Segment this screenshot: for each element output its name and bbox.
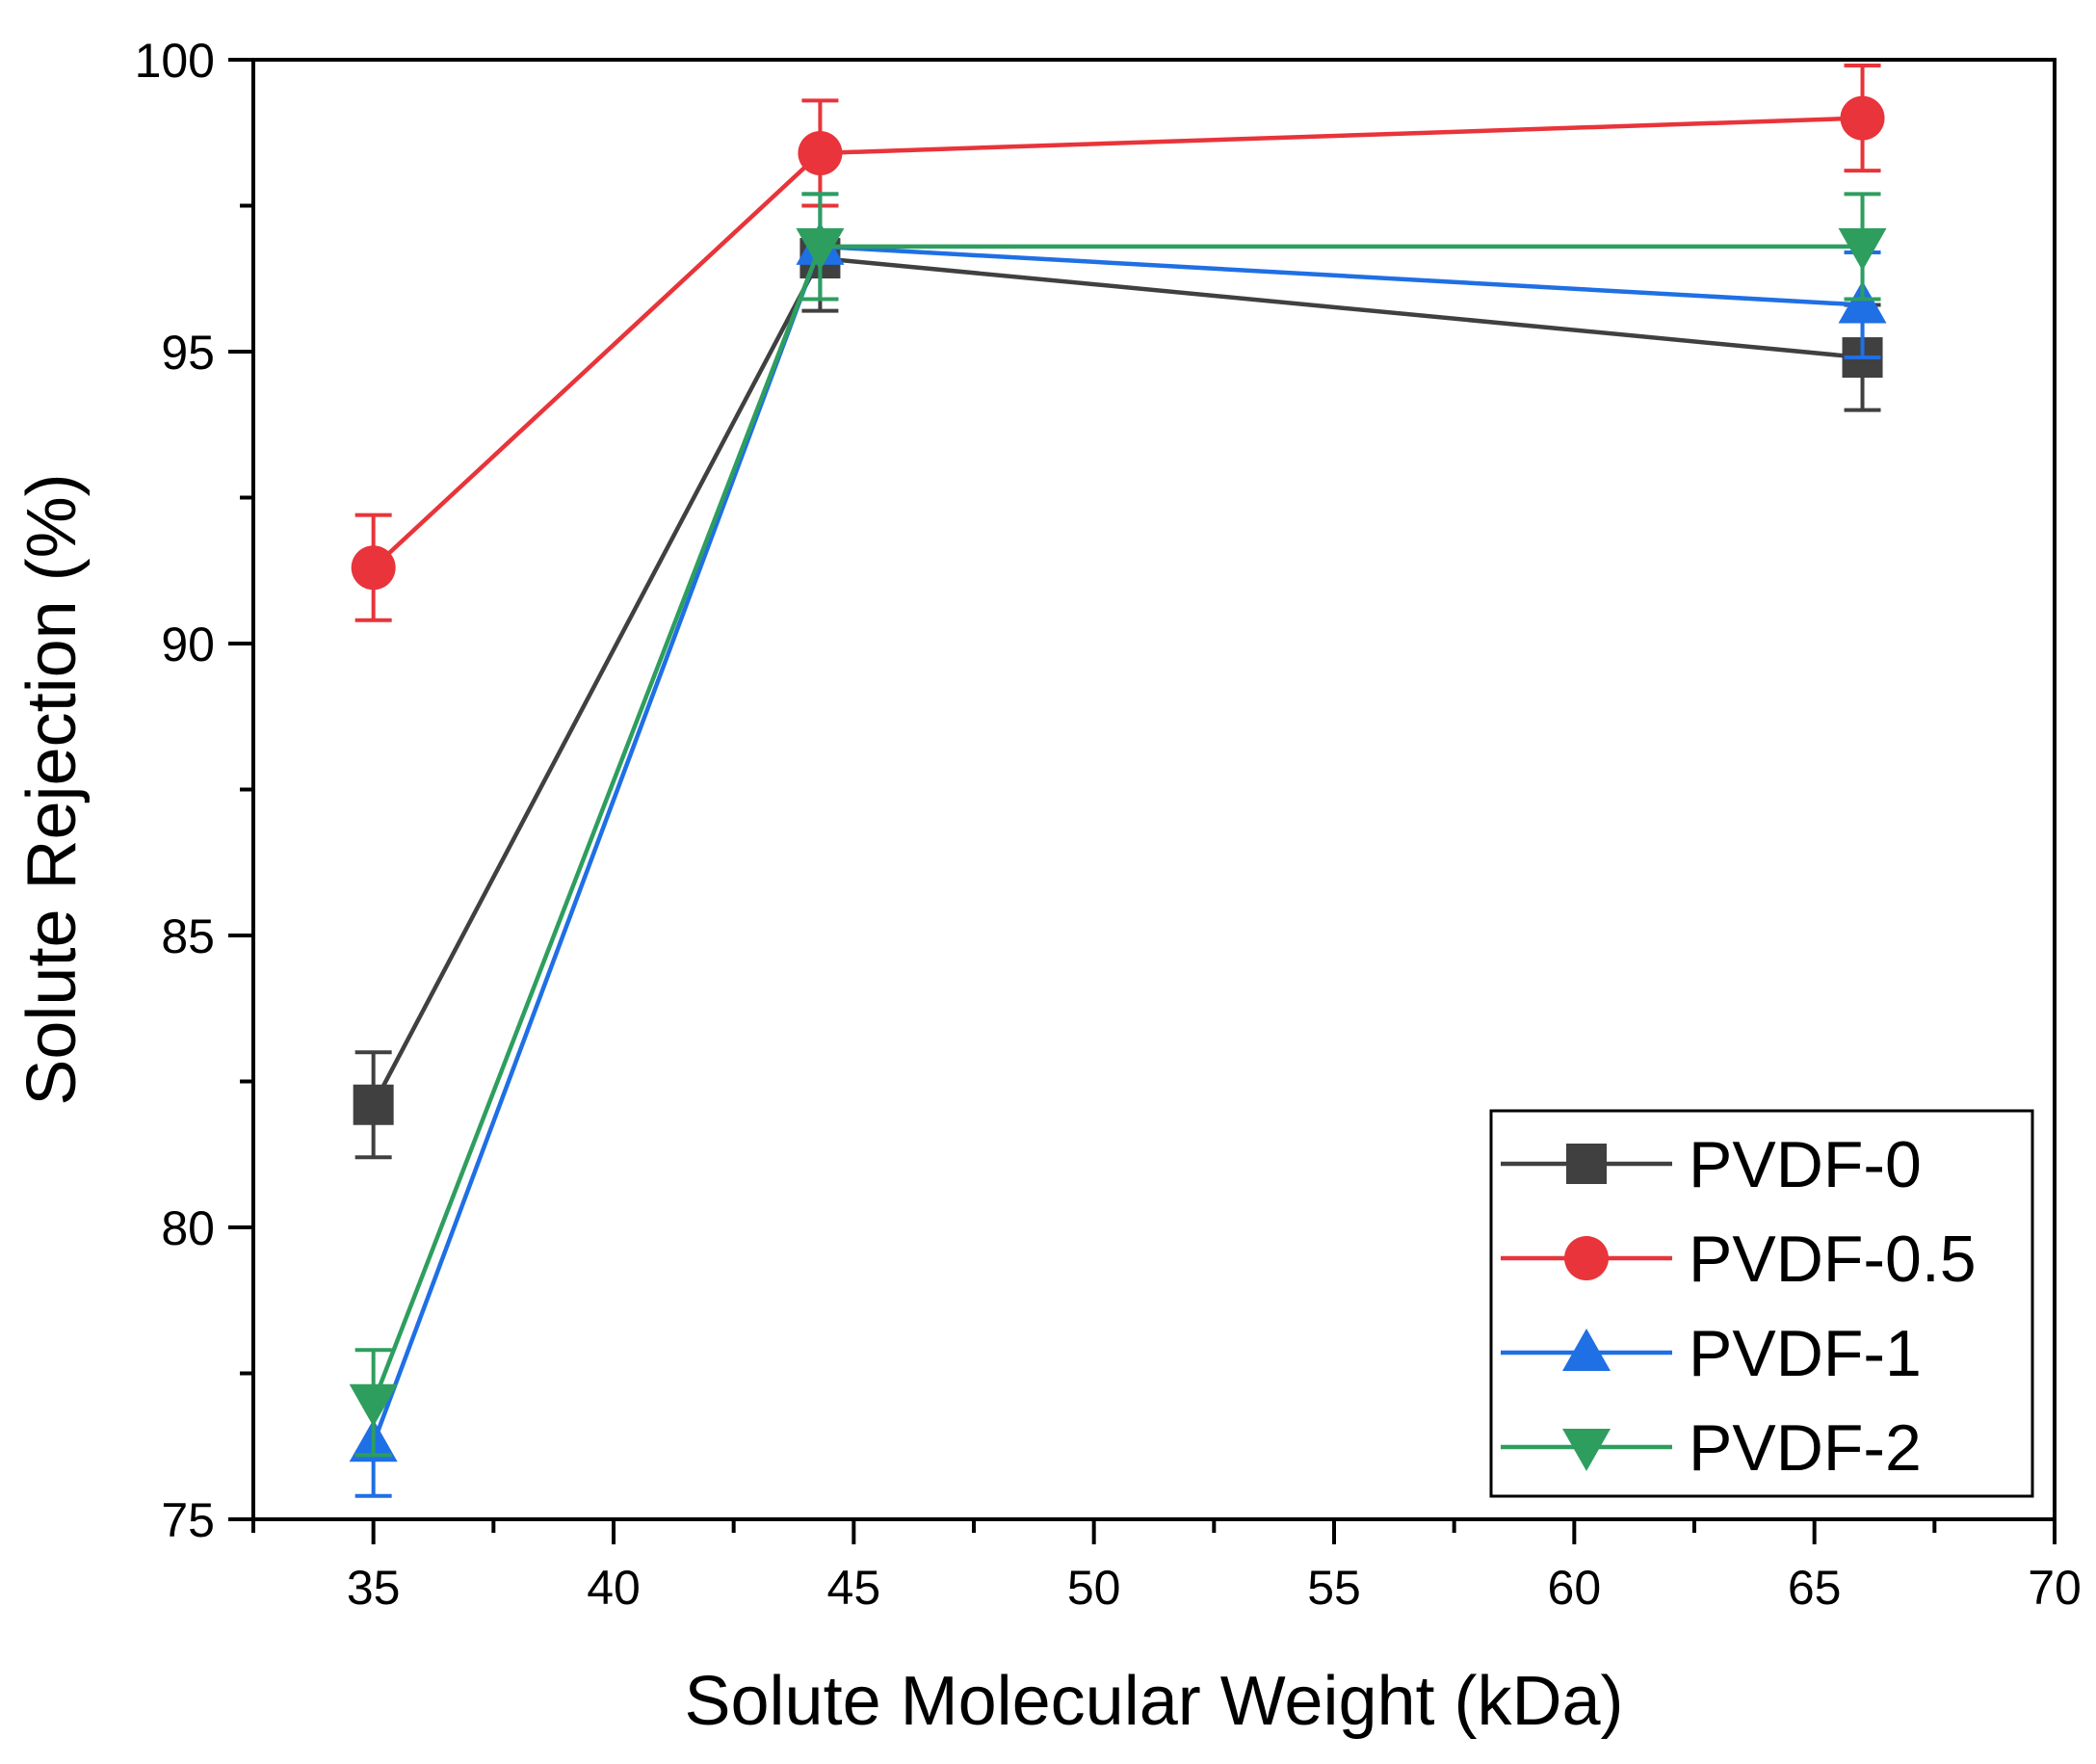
y-tick-label: 100 bbox=[135, 34, 215, 88]
y-tick-label: 85 bbox=[161, 909, 215, 963]
x-tick-label: 40 bbox=[587, 1561, 641, 1615]
legend: PVDF-0 PVDF-0.5 PVDF-1 PVDF-2 bbox=[1489, 1109, 2034, 1498]
y-tick-label: 95 bbox=[161, 326, 215, 380]
legend-marker bbox=[1562, 1329, 1611, 1371]
data-point bbox=[353, 1084, 394, 1125]
x-tick-label: 35 bbox=[347, 1561, 401, 1615]
series-layer bbox=[349, 64, 1887, 1498]
data-point bbox=[1838, 280, 1887, 324]
legend-marker bbox=[1566, 1144, 1607, 1184]
y-tick-label: 80 bbox=[161, 1201, 215, 1255]
y-tick-label: 75 bbox=[161, 1493, 215, 1547]
series-PVDF-0 bbox=[353, 203, 1883, 1160]
series-line bbox=[371, 255, 1863, 1106]
data-point bbox=[351, 545, 396, 591]
legend-label: PVDF-0.5 bbox=[1689, 1223, 1977, 1296]
data-point bbox=[798, 130, 843, 175]
x-axis: 35 40 45 50 55 60 65 70 bbox=[251, 1519, 2082, 1615]
y-axis-title: Solute Rejection (%) bbox=[13, 473, 91, 1105]
x-tick-label: 70 bbox=[2028, 1561, 2082, 1615]
x-tick-label: 55 bbox=[1307, 1561, 1361, 1615]
legend-label: PVDF-2 bbox=[1689, 1411, 1922, 1485]
x-tick-label: 65 bbox=[1788, 1561, 1842, 1615]
data-point bbox=[1840, 95, 1885, 141]
series-line bbox=[372, 116, 1863, 569]
legend-label: PVDF-0 bbox=[1689, 1128, 1922, 1201]
x-tick-label: 60 bbox=[1548, 1561, 1602, 1615]
data-point bbox=[349, 1383, 398, 1427]
y-tick-label: 90 bbox=[161, 618, 215, 671]
data-point bbox=[796, 227, 845, 271]
x-tick-label: 50 bbox=[1067, 1561, 1121, 1615]
y-axis: 75 80 85 90 95 100 bbox=[135, 34, 253, 1547]
data-point bbox=[1838, 227, 1887, 271]
series-PVDF-0.5 bbox=[351, 64, 1885, 622]
x-axis-title: Solute Molecular Weight (kDa) bbox=[684, 1663, 1623, 1740]
series-PVDF-2 bbox=[349, 192, 1887, 1458]
legend-marker bbox=[1562, 1429, 1611, 1471]
legend-label: PVDF-1 bbox=[1689, 1317, 1922, 1390]
legend-marker bbox=[1564, 1236, 1609, 1280]
x-tick-label: 45 bbox=[827, 1561, 881, 1615]
